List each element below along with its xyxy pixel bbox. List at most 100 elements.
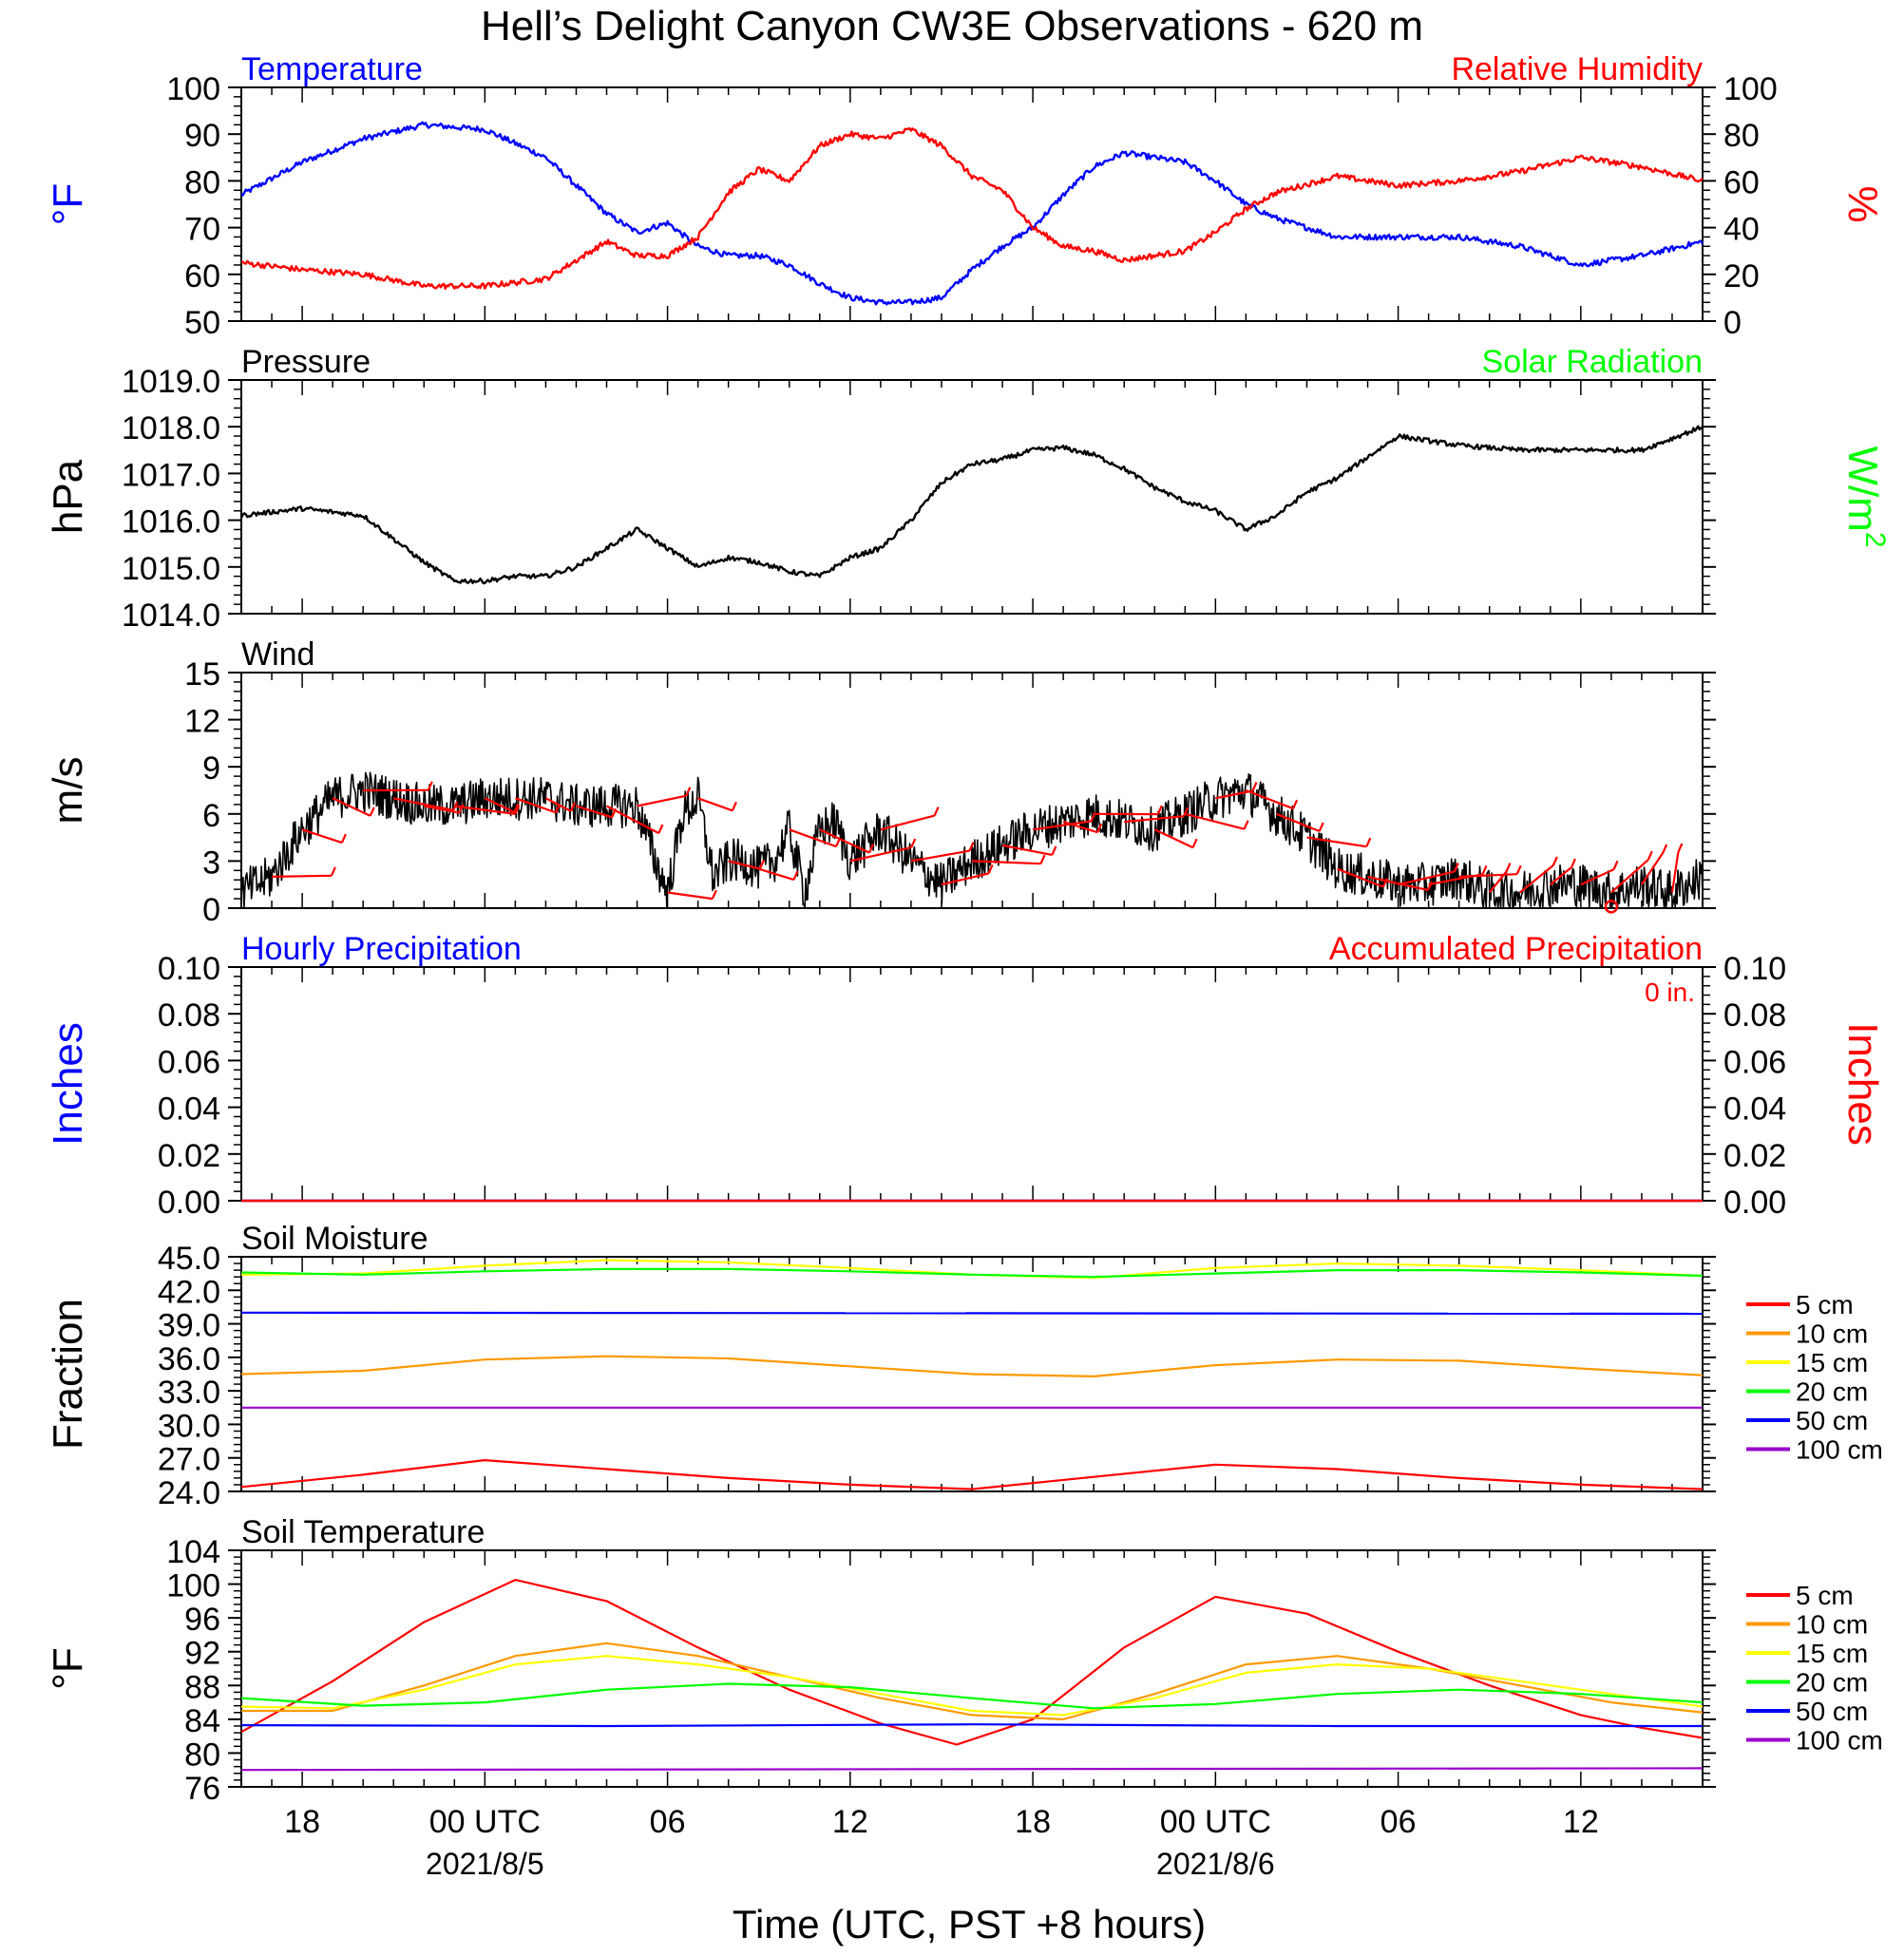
wind-barb-feather (1427, 881, 1434, 891)
wind-barb-feather (1677, 843, 1684, 853)
x-axis-label: Time (UTC, PST +8 hours) (733, 1902, 1206, 1946)
y-axis-label: Fraction (45, 1299, 91, 1450)
wind-barb-feather (1453, 863, 1459, 872)
y-axis-label: °F (45, 183, 91, 225)
wind-barb-feather (330, 866, 336, 877)
wind-barb (1306, 836, 1367, 848)
wind-barb-feather (513, 803, 520, 813)
wind-barb-feather (1318, 822, 1324, 832)
y-tick-label: 3 (202, 845, 220, 881)
y-tick-label: 84 (184, 1703, 220, 1739)
wind-barb (941, 872, 989, 886)
x-tick-label: 18 (284, 1804, 320, 1840)
wind-barb (332, 797, 371, 817)
series-100-cm (240, 1767, 1704, 1772)
y-axis-label-right: Inches (1839, 1022, 1886, 1146)
y-tick-label: 88 (184, 1669, 220, 1705)
y-axis-label-right: % (1839, 185, 1886, 222)
series-relative-humidity (240, 126, 1704, 290)
y-tick-label: 45.0 (158, 1241, 220, 1277)
wind-barb (1367, 875, 1429, 892)
wind-barb-feather (1096, 823, 1103, 833)
y-axis-label: Inches (45, 1022, 91, 1146)
wind-barb-feather (868, 844, 875, 854)
wind-barb (1153, 828, 1194, 849)
wind-barb-feather (685, 787, 692, 797)
wind-barb-feather (1365, 837, 1372, 847)
series-pressure (239, 425, 1704, 585)
wind-barb-feather (1612, 860, 1619, 870)
panel-soil_moisture: 24.027.030.033.036.039.042.045.0 Soil Moi… (45, 1221, 1883, 1511)
wind-barb (605, 805, 659, 835)
wind-barb (1215, 789, 1253, 800)
series-temperature (240, 121, 1704, 306)
wind-barb (1337, 867, 1384, 888)
wind-barb-feather (910, 838, 917, 848)
y-tick-label: 104 (166, 1534, 220, 1570)
series-10-cm (241, 1642, 1704, 1720)
y-tick-label: 6 (202, 798, 220, 834)
wind-barb (819, 828, 870, 854)
wind-barb (758, 867, 794, 882)
x-axis: 18 00 UTC 2021/8/5 06 12 18 00 UTC 2021/8/6 06 12 (284, 1804, 1599, 1881)
wind-barb (1185, 812, 1245, 830)
wind-barb-feather (731, 801, 737, 811)
y-tick-label: 1017.0 (122, 457, 220, 493)
wind-barbs (271, 781, 1684, 914)
y-tick-label: 12 (184, 704, 220, 740)
panel-right-title: Relative Humidity (1451, 51, 1703, 87)
y-tick-label: 60 (184, 258, 220, 294)
wind-barb-feather (1243, 820, 1249, 830)
wind-barb-feather (340, 833, 347, 844)
wind-barb-feather (1481, 864, 1488, 875)
wind-barb-feather (792, 870, 799, 881)
wind-barb-feather (1505, 863, 1512, 873)
wind-barb (484, 797, 515, 813)
y-tick-label: 80 (184, 164, 220, 200)
panel-right-title: Solar Radiation (1482, 344, 1703, 380)
y-tick-label: 39.0 (158, 1308, 220, 1344)
y-tick-label: 33.0 (158, 1375, 220, 1411)
series-10-cm (240, 1355, 1704, 1377)
y-tick-label: 0.00 (158, 1185, 220, 1221)
precip-annotation: 0 in. (1645, 978, 1695, 1007)
legend-label: 20 cm (1796, 1668, 1868, 1698)
y-tick-label-right: 0.06 (1723, 1044, 1786, 1080)
wind-barb-feather (657, 824, 664, 834)
wind-barb-feather (758, 860, 765, 869)
x-tick-label: 18 (1015, 1804, 1051, 1840)
wind-barb (789, 828, 837, 848)
wind-barb (1610, 859, 1649, 894)
legend-label: 50 cm (1796, 1406, 1868, 1435)
legend-label: 15 cm (1796, 1639, 1868, 1668)
wind-barb (576, 805, 613, 819)
legend-label: 5 cm (1796, 1581, 1854, 1610)
panel-pressure: 1014.0 1015.0 1016.0 1017.0 1018.0 1019.0 Pres… (45, 344, 1891, 634)
wind-barb (971, 860, 1041, 865)
panel-left-title: Pressure (241, 344, 371, 380)
wind-barb (1580, 868, 1614, 886)
series-50-cm (240, 1723, 1703, 1728)
wind-barb (1398, 870, 1456, 886)
legend-label: 20 cm (1796, 1377, 1868, 1407)
wind-barb-feather (569, 802, 577, 812)
x-tick-label: 12 (832, 1804, 868, 1840)
legend-label: 100 cm (1796, 1435, 1883, 1465)
y-tick-label-right: 40 (1723, 212, 1760, 248)
wind-barb (1550, 866, 1572, 886)
calm-wind-circle (1604, 900, 1619, 914)
y-tick-label: 0.10 (158, 951, 220, 987)
y-tick-label-right: 0.02 (1723, 1138, 1786, 1174)
y-tick-label: 1018.0 (122, 410, 220, 446)
series-15-cm (240, 1655, 1704, 1717)
wind-barb-feather (1515, 864, 1522, 875)
y-tick-label: 1015.0 (122, 551, 220, 587)
wind-barb-feather (1662, 844, 1668, 854)
y-tick-label: 0.08 (158, 997, 220, 1034)
wind-barb (1640, 852, 1665, 885)
